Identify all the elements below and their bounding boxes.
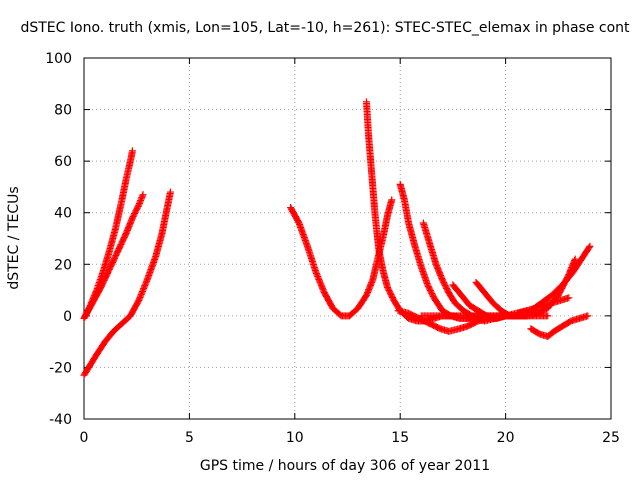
x-tick-label: 5 <box>185 430 194 446</box>
data-point <box>314 274 322 282</box>
data-point <box>313 271 321 279</box>
data-point <box>585 244 593 252</box>
data-point <box>135 296 143 304</box>
data-point <box>141 280 149 288</box>
x-tick-label: 15 <box>391 430 409 446</box>
data-point <box>138 288 146 296</box>
data-point <box>139 286 147 294</box>
x-tick-label: 10 <box>286 430 304 446</box>
data-point <box>137 292 145 300</box>
data-point <box>166 188 174 196</box>
data-point <box>544 312 552 320</box>
data-point <box>317 281 325 289</box>
x-axis-label: GPS time / hours of day 306 of year 2011 <box>200 458 490 474</box>
data-point <box>571 255 579 263</box>
data-point <box>388 196 396 204</box>
data-point <box>137 290 145 298</box>
data-point <box>586 242 594 250</box>
plot-frame <box>83 57 612 420</box>
data-points <box>80 98 594 379</box>
data-point <box>135 200 143 208</box>
data-point <box>319 286 327 294</box>
data-point <box>136 293 144 301</box>
chart-title: dSTEC Iono. truth (xmis, Lon=105, Lat=-1… <box>20 20 630 36</box>
data-point <box>138 192 146 200</box>
data-point <box>138 289 146 297</box>
y-tick-label: 100 <box>45 51 72 67</box>
data-point <box>319 284 327 292</box>
data-point <box>314 272 322 280</box>
y-axis-label: dSTEC / TECUs <box>6 186 22 289</box>
axis-ticks: 0 5 10 15 20 25 -40 -20 0 20 40 60 80 100 <box>45 51 620 446</box>
y-tick-label: 40 <box>54 206 72 222</box>
y-tick-label: 20 <box>54 257 72 273</box>
data-point <box>316 278 324 286</box>
data-point <box>137 197 145 205</box>
y-tick-label: -20 <box>49 360 72 376</box>
data-point <box>312 268 320 276</box>
x-tick-label: 20 <box>497 430 515 446</box>
data-point <box>135 201 143 209</box>
data-point <box>312 269 320 277</box>
data-point <box>141 282 149 290</box>
data-point <box>315 277 323 285</box>
y-tick-label: -40 <box>49 412 72 428</box>
data-point <box>584 312 592 320</box>
data-point <box>318 283 326 291</box>
y-tick-label: 80 <box>54 103 72 119</box>
y-tick-label: 60 <box>54 154 72 170</box>
data-point <box>142 279 150 287</box>
data-point <box>136 198 144 206</box>
data-point <box>565 294 573 302</box>
data-point <box>137 195 145 203</box>
x-tick-label: 25 <box>602 430 620 446</box>
data-point <box>135 295 143 303</box>
data-point <box>317 280 325 288</box>
x-tick-label: 0 <box>80 430 89 446</box>
grid <box>84 58 611 419</box>
data-point <box>128 147 136 155</box>
data-point <box>140 283 148 291</box>
data-point <box>138 194 146 202</box>
data-point <box>315 275 323 283</box>
y-tick-label: 0 <box>63 309 72 325</box>
data-point <box>139 191 147 199</box>
data-point <box>140 285 148 293</box>
